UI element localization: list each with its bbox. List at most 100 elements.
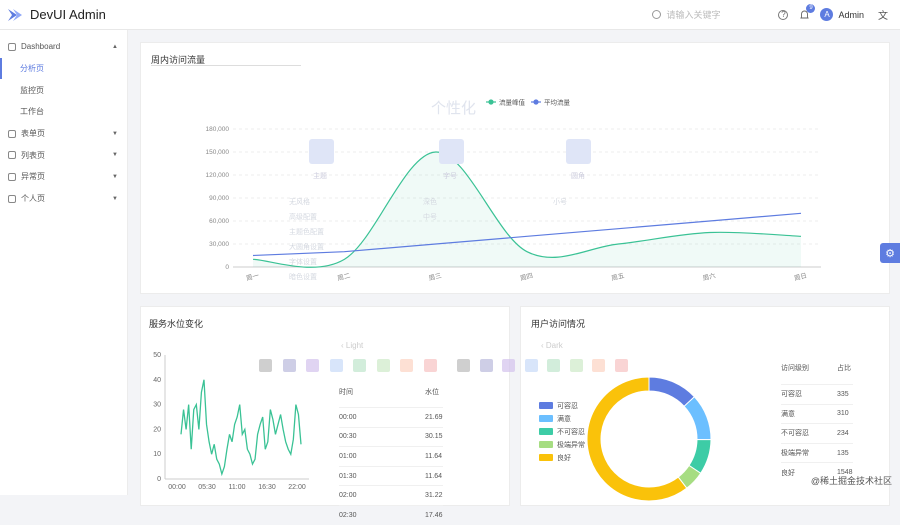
- series-area: [253, 151, 801, 268]
- legend-item[interactable]: 流量峰值: [486, 98, 526, 107]
- sidebar-item-label: Dashboard: [21, 42, 61, 52]
- table-cell: 1548: [837, 462, 853, 483]
- y-tick-label: 0: [225, 264, 229, 271]
- table-row: 00:30 30.15: [339, 426, 443, 447]
- theme-swatch[interactable]: [479, 359, 493, 372]
- theme-swatch[interactable]: [376, 359, 390, 372]
- theme-swatch[interactable]: [259, 359, 272, 372]
- theme-swatch[interactable]: [423, 359, 437, 372]
- y-tick-label: 0: [157, 476, 161, 483]
- sidebar-item-user[interactable]: 个人页 ▼: [0, 188, 127, 210]
- traffic-card: 周内访问流量 0 30,000 60,000 90,000 120,000 150,000…: [140, 42, 890, 294]
- table-cell: 00:30: [339, 426, 425, 447]
- sidebar-item-exception[interactable]: 异常页 ▼: [0, 166, 127, 188]
- sidebar: Dashboard ▲ 分析页 监控页 工作台 表单页 ▼ 列表页 ▼ 异常页 …: [0, 30, 128, 495]
- sidebar-item-list[interactable]: 列表页 ▼: [0, 144, 127, 166]
- fontsize-option-icon: [439, 139, 464, 164]
- legend-item[interactable]: 满意: [539, 412, 585, 425]
- avatar[interactable]: A: [820, 8, 834, 21]
- chevron-down-icon: ▼: [112, 195, 118, 202]
- theme-swatch[interactable]: [400, 359, 413, 372]
- table-row: 02:30 17.46: [339, 504, 443, 525]
- table-cell: 30.15: [425, 426, 443, 447]
- table-row: 01:00 11.64: [339, 446, 443, 467]
- x-tick-label: 周五: [611, 271, 626, 282]
- theme-swatch[interactable]: [502, 359, 515, 372]
- logo[interactable]: DevUI Admin: [0, 7, 128, 22]
- sidebar-item-dashboard[interactable]: Dashboard ▲: [0, 36, 127, 58]
- card-title: 周内访问流量: [151, 55, 206, 65]
- sidebar-subitem-monitor[interactable]: 监控页: [20, 85, 44, 95]
- y-tick-label: 10: [153, 451, 161, 458]
- theme-dark-label: ‹ Dark: [541, 341, 563, 350]
- sidebar-item-label: 异常页: [21, 172, 45, 182]
- theme-swatch[interactable]: [457, 359, 470, 372]
- user-visit-card: 用户访问情况 ‹ Dark 可容忍 满意 不可容忍 极端异常 良好 访问级别 占比 可容…: [457, 306, 890, 506]
- search-box[interactable]: 请输入关键字: [652, 8, 720, 21]
- user-name[interactable]: Admin: [838, 9, 864, 20]
- translate-icon[interactable]: 文: [878, 11, 888, 22]
- x-tick-label: 周一: [245, 271, 260, 282]
- sidebar-subitem-workbench[interactable]: 工作台: [20, 107, 44, 117]
- sidebar-subitem-analysis[interactable]: 分析页: [0, 57, 127, 80]
- notification-badge: 9: [806, 3, 816, 13]
- x-tick-label: 05:30: [198, 484, 216, 491]
- theme-swatches[interactable]: [457, 359, 637, 373]
- series-line-1: [252, 212, 802, 257]
- theme-swatch[interactable]: [329, 359, 343, 372]
- y-tick-label: 60,000: [209, 218, 229, 225]
- theme-swatch[interactable]: [524, 359, 538, 372]
- sidebar-item-form[interactable]: 表单页 ▼: [0, 123, 127, 145]
- legend-marker: [488, 99, 494, 105]
- table-row: 极端异常 135: [781, 442, 853, 463]
- theme-swatch[interactable]: [592, 359, 605, 372]
- table-cell: 11.64: [425, 465, 443, 486]
- theme-swatches[interactable]: [259, 359, 509, 373]
- overlay-label: 主题: [313, 173, 327, 180]
- legend-label: 良好: [557, 454, 571, 462]
- pie-slice-4[interactable]: [586, 376, 688, 502]
- overlay-options-left: 无风格 高级配置 主题色配置 大圆角设置 字体设置 暗色设置: [289, 199, 324, 281]
- theme-swatch[interactable]: [547, 359, 560, 372]
- pie-legend: 可容忍满意 不可容忍 极端异常良好: [539, 399, 585, 464]
- y-tick-label: 150,000: [206, 149, 230, 156]
- table-row: 01:30 11.64: [339, 465, 443, 486]
- theme-swatch[interactable]: [569, 359, 583, 372]
- settings-gear-button[interactable]: ⚙: [880, 243, 900, 263]
- search-input[interactable]: 请输入关键字: [666, 10, 721, 20]
- table-cell: 不可容忍: [781, 423, 837, 444]
- legend-swatch: [539, 428, 553, 435]
- table-row: 02:00 31.22: [339, 485, 443, 506]
- table-cell: 01:00: [339, 446, 425, 467]
- form-icon: [8, 129, 16, 138]
- sidebar-item-label: 个人页: [21, 194, 45, 204]
- legend-item[interactable]: 不可容忍: [539, 425, 585, 438]
- table-cell: 31.22: [425, 485, 443, 506]
- pie-slice-0[interactable]: [648, 376, 696, 408]
- theme-swatch[interactable]: [282, 359, 296, 372]
- x-tick-label: 周日: [793, 272, 808, 283]
- x-tick-label: 周六: [702, 270, 717, 282]
- chevron-down-icon: ▼: [112, 130, 118, 137]
- legend-item[interactable]: 良好: [539, 451, 585, 464]
- main-content: 周内访问流量 0 30,000 60,000 90,000 120,000 150,000…: [128, 30, 900, 525]
- notification-bell-icon[interactable]: 9: [798, 3, 816, 21]
- legend-label: 平均流量: [544, 98, 571, 107]
- theme-swatch[interactable]: [614, 359, 628, 372]
- y-tick-label: 20: [153, 426, 161, 433]
- y-tick-label: 50: [153, 352, 161, 359]
- radius-option-icon: [566, 139, 591, 164]
- legend-item[interactable]: 极端异常: [539, 438, 585, 451]
- series-line-0: [180, 379, 302, 477]
- theme-swatch[interactable]: [306, 359, 319, 372]
- table-header: 占比: [837, 365, 851, 372]
- series-line-0: [252, 151, 802, 268]
- legend-label: 可容忍: [557, 402, 578, 410]
- devui-logo-icon: [8, 8, 22, 21]
- pie-slice-1[interactable]: [683, 396, 712, 441]
- legend-item[interactable]: 可容忍: [539, 399, 585, 412]
- legend-swatch: [539, 402, 553, 409]
- help-icon[interactable]: ?: [778, 9, 789, 20]
- legend-item[interactable]: 平均流量: [531, 98, 571, 107]
- theme-swatch[interactable]: [353, 359, 366, 372]
